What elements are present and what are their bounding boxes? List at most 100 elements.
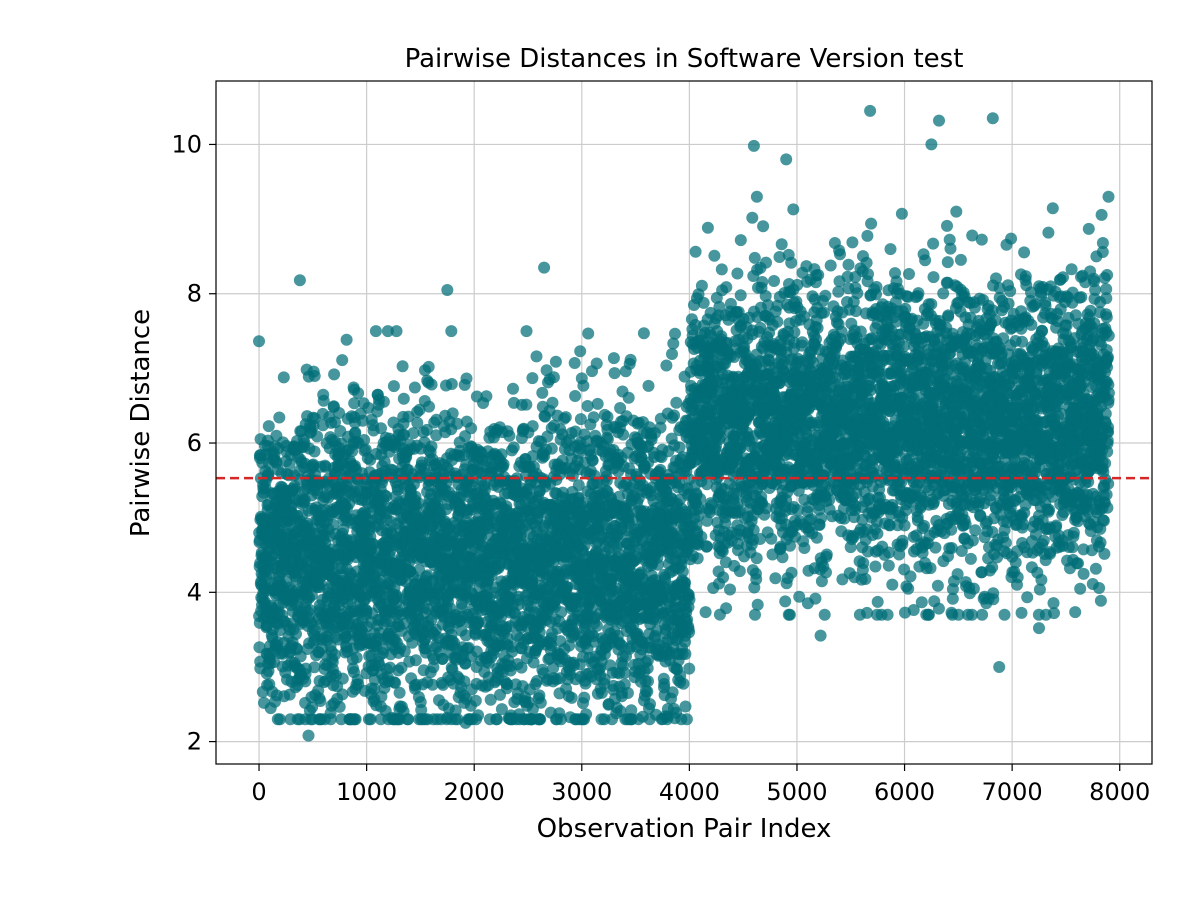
data-point bbox=[409, 654, 422, 667]
data-point bbox=[717, 571, 730, 584]
data-point bbox=[445, 325, 458, 338]
data-point bbox=[460, 372, 473, 385]
data-point bbox=[591, 397, 604, 410]
data-point bbox=[769, 572, 782, 585]
data-point bbox=[569, 390, 582, 402]
data-point bbox=[668, 409, 681, 422]
data-point bbox=[549, 355, 562, 368]
data-point bbox=[445, 378, 458, 390]
data-point bbox=[700, 540, 713, 553]
data-point bbox=[527, 656, 540, 669]
data-point bbox=[536, 386, 549, 399]
data-point bbox=[708, 249, 721, 262]
data-point bbox=[757, 220, 770, 233]
data-point bbox=[666, 686, 679, 699]
data-point bbox=[546, 396, 559, 409]
data-point bbox=[408, 381, 421, 394]
data-point bbox=[724, 583, 736, 596]
data-point bbox=[689, 245, 702, 258]
data-point bbox=[641, 685, 654, 698]
data-point bbox=[497, 458, 510, 471]
data-point bbox=[582, 327, 595, 340]
data-point bbox=[369, 325, 382, 338]
data-point bbox=[422, 360, 435, 373]
data-point bbox=[545, 442, 558, 455]
data-point bbox=[348, 397, 361, 410]
data-point bbox=[520, 398, 533, 411]
data-point bbox=[329, 416, 341, 429]
data-point bbox=[785, 256, 798, 269]
data-point bbox=[734, 289, 747, 302]
data-point bbox=[779, 595, 792, 608]
data-point bbox=[783, 608, 796, 621]
data-point bbox=[534, 696, 547, 709]
data-points bbox=[253, 104, 1115, 742]
data-point bbox=[402, 713, 415, 726]
data-point bbox=[701, 221, 714, 234]
data-point bbox=[308, 370, 321, 382]
data-point bbox=[303, 604, 316, 616]
data-point bbox=[590, 357, 603, 370]
data-point bbox=[734, 234, 747, 247]
data-point bbox=[430, 429, 443, 442]
data-point bbox=[733, 565, 746, 578]
data-point bbox=[683, 593, 696, 606]
data-point bbox=[746, 211, 759, 224]
data-point bbox=[669, 327, 681, 340]
data-point bbox=[308, 661, 321, 674]
data-point bbox=[407, 427, 420, 440]
data-point bbox=[336, 672, 349, 685]
data-point bbox=[765, 532, 778, 545]
data-point bbox=[290, 628, 302, 640]
data-point bbox=[590, 619, 603, 632]
data-point bbox=[389, 676, 402, 689]
data-point bbox=[381, 325, 394, 338]
data-point bbox=[277, 371, 290, 384]
data-point bbox=[465, 422, 478, 435]
data-point bbox=[425, 440, 438, 453]
data-point bbox=[787, 203, 800, 216]
data-point bbox=[327, 518, 340, 531]
data-point bbox=[691, 552, 704, 565]
data-point bbox=[580, 708, 593, 721]
data-point bbox=[577, 379, 590, 392]
data-point bbox=[750, 552, 763, 565]
data-point bbox=[314, 695, 327, 707]
data-point bbox=[676, 565, 689, 578]
data-point bbox=[601, 433, 614, 446]
data-point bbox=[568, 357, 581, 369]
data-point bbox=[308, 445, 321, 458]
data-point bbox=[601, 410, 614, 423]
data-point bbox=[503, 429, 516, 442]
data-point bbox=[679, 576, 692, 589]
data-point bbox=[423, 400, 435, 413]
data-point bbox=[642, 675, 654, 688]
data-point bbox=[526, 450, 539, 463]
data-point bbox=[356, 414, 369, 427]
data-point bbox=[377, 395, 390, 408]
data-point bbox=[720, 281, 733, 294]
data-point bbox=[617, 428, 630, 441]
data-point bbox=[530, 350, 543, 363]
data-point bbox=[694, 492, 707, 505]
data-point bbox=[436, 652, 449, 665]
data-point bbox=[680, 713, 693, 726]
data-point bbox=[480, 390, 493, 403]
data-point bbox=[451, 417, 464, 430]
data-point bbox=[622, 391, 635, 404]
data-point bbox=[415, 704, 428, 716]
data-point bbox=[760, 256, 772, 269]
data-point bbox=[333, 407, 346, 419]
data-point bbox=[750, 190, 763, 203]
data-point bbox=[751, 598, 764, 611]
data-point bbox=[458, 675, 471, 688]
data-point bbox=[398, 428, 410, 441]
data-point bbox=[396, 360, 409, 373]
data-point bbox=[501, 678, 514, 691]
data-point bbox=[578, 691, 591, 704]
data-point bbox=[336, 354, 349, 367]
data-point bbox=[336, 688, 349, 701]
data-point bbox=[670, 396, 683, 409]
data-point bbox=[289, 483, 302, 496]
